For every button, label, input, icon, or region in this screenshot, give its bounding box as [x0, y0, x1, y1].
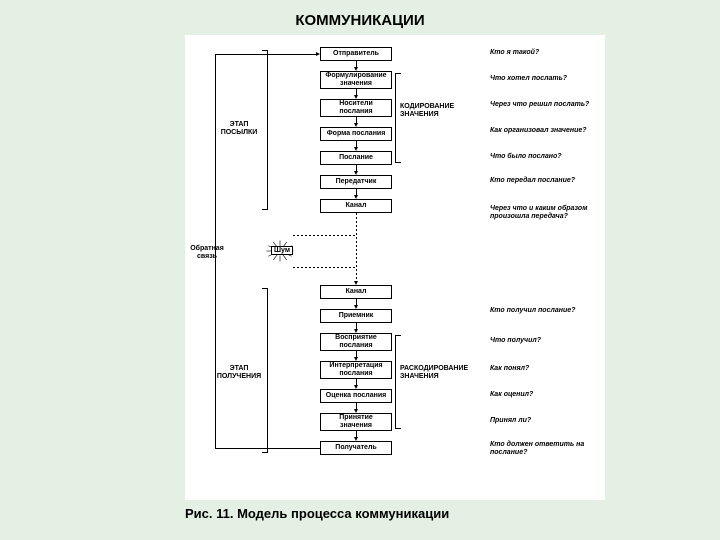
flow-arrow [356, 403, 357, 409]
noise-icon: Шум [265, 239, 295, 263]
feedback-line [215, 54, 316, 55]
question-text: Что было послано? [490, 153, 595, 161]
noise-line [293, 235, 356, 236]
coding-label: РАСКОДИРОВАНИЕ ЗНАЧЕНИЯ [400, 365, 480, 380]
question-text: Как понял? [490, 365, 595, 373]
question-text: Что хотел послать? [490, 75, 595, 83]
flow-node: Канал [320, 199, 392, 213]
flow-arrow [356, 213, 357, 281]
question-text: Как оценил? [490, 391, 595, 399]
question-text: Как организовал значение? [490, 127, 595, 135]
flow-node: Восприятие послания [320, 333, 392, 351]
flow-arrow [356, 431, 357, 437]
flow-node: Получатель [320, 441, 392, 455]
noise-line [293, 267, 356, 268]
feedback-arrowhead [316, 52, 320, 56]
stage-label: ЭТАП ПОЛУЧЕНИЯ [215, 365, 263, 380]
flow-node: Отправитель [320, 47, 392, 61]
flow-node: Форма послания [320, 127, 392, 141]
flow-arrow [356, 89, 357, 95]
flow-arrow [356, 117, 357, 123]
flow-arrow [356, 165, 357, 171]
question-text: Что получил? [490, 337, 595, 345]
coding-bracket [395, 335, 400, 429]
flow-arrow [356, 299, 357, 305]
question-text: Кто получил послание? [490, 307, 595, 315]
flow-arrow [356, 61, 357, 67]
flow-arrow [356, 141, 357, 147]
stage-bracket [263, 50, 268, 210]
flow-node: Интерпретация послания [320, 361, 392, 379]
flow-node: Формулирование значения [320, 71, 392, 89]
question-text: Через что и каким образом произошла пере… [490, 205, 595, 220]
flow-node: Оценка послания [320, 389, 392, 403]
flow-node: Послание [320, 151, 392, 165]
flow-node: Приемник [320, 309, 392, 323]
feedback-line [215, 448, 320, 449]
question-text: Кто должен ответить на послание? [490, 441, 595, 456]
flow-node: Передатчик [320, 175, 392, 189]
stage-label: ЭТАП ПОСЫЛКИ [215, 121, 263, 136]
stage-bracket [263, 288, 268, 453]
figure-caption: Рис. 11. Модель процесса коммуникации [0, 500, 720, 521]
flow-arrow [356, 351, 357, 357]
coding-label: КОДИРОВАНИЕ ЗНАЧЕНИЯ [400, 103, 480, 118]
flow-arrow [356, 323, 357, 329]
flow-arrow [356, 379, 357, 385]
question-text: Кто я такой? [490, 49, 595, 57]
flow-node: Носители послания [320, 99, 392, 117]
page-title: КОММУНИКАЦИИ [0, 0, 720, 35]
feedback-label: Обратная связь [187, 245, 227, 260]
question-text: Принял ли? [490, 417, 595, 425]
question-text: Через что решил послать? [490, 101, 595, 109]
flow-arrow [356, 189, 357, 195]
question-text: Кто передал послание? [490, 177, 595, 185]
flowchart: Отправитель Формулирование значения Носите… [185, 35, 605, 500]
flow-node: Принятие значения [320, 413, 392, 431]
flow-node: Канал [320, 285, 392, 299]
